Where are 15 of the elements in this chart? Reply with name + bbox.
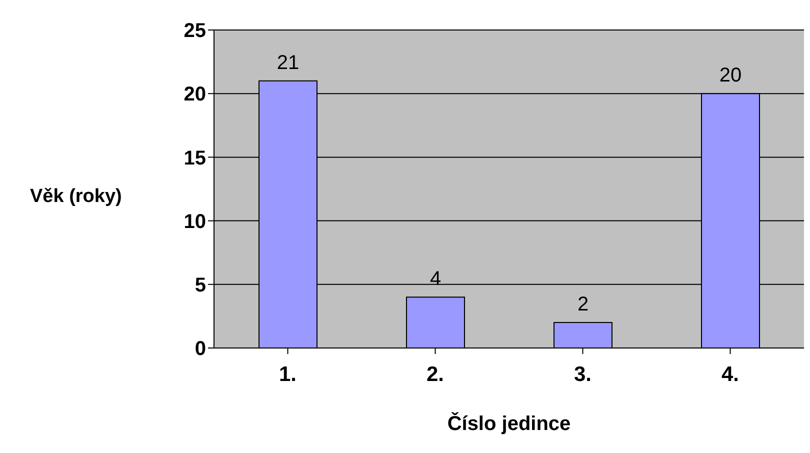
y-tick-label: 0: [194, 338, 206, 360]
data-label: 2: [577, 294, 589, 316]
x-axis-title: Číslo jedince: [447, 412, 571, 435]
x-tick-label: 4.: [721, 362, 740, 386]
y-tick-label: 15: [184, 147, 206, 170]
y-tick-label: 20: [184, 84, 206, 106]
x-tick-label: 2.: [426, 362, 444, 386]
y-axis-title: Věk (roky): [30, 186, 122, 208]
y-tick-label: 10: [184, 210, 206, 233]
y-tick-label: 25: [184, 20, 206, 42]
x-tick-label: 3.: [574, 362, 592, 386]
data-label: 20: [719, 64, 742, 87]
x-tick-label: 1.: [278, 362, 297, 386]
y-tick-label: 5: [194, 274, 206, 296]
data-label: 21: [276, 52, 300, 74]
